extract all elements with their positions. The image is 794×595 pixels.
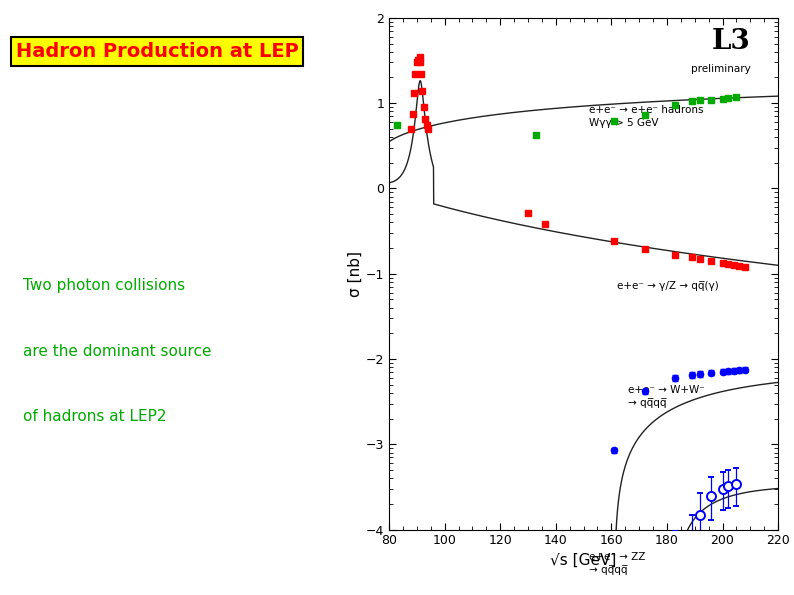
Text: of hadrons at LEP2: of hadrons at LEP2	[23, 409, 167, 424]
Text: Two photon collisions: Two photon collisions	[23, 278, 186, 293]
Text: preliminary: preliminary	[691, 64, 751, 74]
X-axis label: √s [GeV]: √s [GeV]	[550, 553, 617, 568]
Y-axis label: σ [nb]: σ [nb]	[348, 250, 363, 297]
Text: e+e⁻ → ZZ
→ qq̅qq̅: e+e⁻ → ZZ → qq̅qq̅	[589, 552, 646, 575]
Text: L3: L3	[712, 28, 751, 55]
Text: are the dominant source: are the dominant source	[23, 343, 212, 359]
Text: e+e⁻ → γ/Z → qq̅(γ): e+e⁻ → γ/Z → qq̅(γ)	[617, 281, 719, 291]
Text: e+e⁻ → e+e⁻ hadrons
Wγγ > 5 GeV: e+e⁻ → e+e⁻ hadrons Wγγ > 5 GeV	[589, 105, 703, 129]
Text: Hadron Production at LEP: Hadron Production at LEP	[16, 42, 299, 61]
Text: e+e⁻ → W+W⁻
→ qq̅qq̅: e+e⁻ → W+W⁻ → qq̅qq̅	[628, 384, 705, 408]
